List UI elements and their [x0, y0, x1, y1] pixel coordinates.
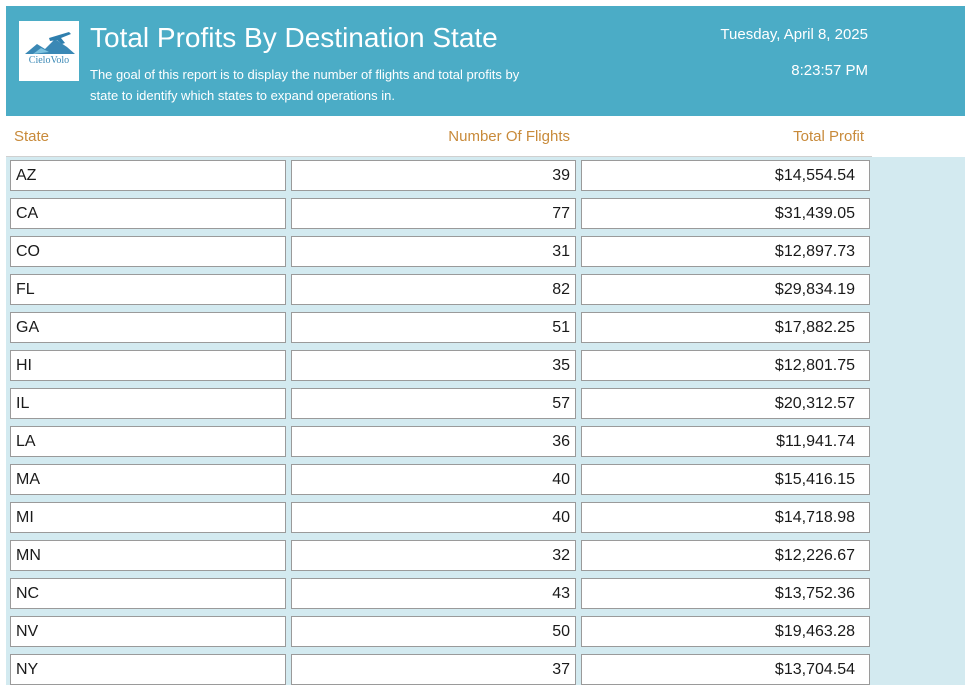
airplane-logo-icon [25, 32, 75, 54]
flights-cell[interactable]: 35 [291, 350, 576, 381]
table-row: NC 43 $13,752.36 [6, 575, 872, 613]
profit-cell[interactable]: $14,718.98 [581, 502, 870, 533]
flights-cell[interactable]: 40 [291, 502, 576, 533]
flights-cell[interactable]: 36 [291, 426, 576, 457]
profit-cell[interactable]: $14,554.54 [581, 160, 870, 191]
profit-cell[interactable]: $17,882.25 [581, 312, 870, 343]
report-detail-section: AZ 39 $14,554.54 CA 77 $31,439.05 CO 31 … [6, 157, 872, 685]
state-cell[interactable]: HI [10, 350, 286, 381]
state-cell[interactable]: NY [10, 654, 286, 685]
table-row: MN 32 $12,226.67 [6, 537, 872, 575]
logo: CieloVolo [19, 21, 79, 81]
flights-cell[interactable]: 37 [291, 654, 576, 685]
report-time: 8:23:57 PM [791, 62, 868, 79]
flights-cell[interactable]: 57 [291, 388, 576, 419]
table-row: NY 37 $13,704.54 [6, 651, 872, 685]
table-row: MI 40 $14,718.98 [6, 499, 872, 537]
column-header-state: State [14, 128, 50, 145]
flights-cell[interactable]: 77 [291, 198, 576, 229]
state-cell[interactable]: MI [10, 502, 286, 533]
flights-cell[interactable]: 31 [291, 236, 576, 267]
state-cell[interactable]: AZ [10, 160, 286, 191]
flights-cell[interactable]: 43 [291, 578, 576, 609]
state-cell[interactable]: NC [10, 578, 286, 609]
flights-cell[interactable]: 50 [291, 616, 576, 647]
report-date: Tuesday, April 8, 2025 [720, 26, 868, 43]
table-row: CO 31 $12,897.73 [6, 233, 872, 271]
table-row: NV 50 $19,463.28 [6, 613, 872, 651]
profit-cell[interactable]: $15,416.15 [581, 464, 870, 495]
state-cell[interactable]: FL [10, 274, 286, 305]
report-description: The goal of this report is to display th… [90, 67, 520, 103]
table-row: IL 57 $20,312.57 [6, 385, 872, 423]
state-cell[interactable]: MN [10, 540, 286, 571]
profit-cell[interactable]: $11,941.74 [581, 426, 870, 457]
state-cell[interactable]: IL [10, 388, 286, 419]
report-title: Total Profits By Destination State [90, 22, 498, 53]
flights-cell[interactable]: 82 [291, 274, 576, 305]
profit-cell[interactable]: $13,752.36 [581, 578, 870, 609]
flights-cell[interactable]: 51 [291, 312, 576, 343]
state-cell[interactable]: LA [10, 426, 286, 457]
column-header-number-of-flights: Number Of Flights [448, 128, 570, 145]
table-row: MA 40 $15,416.15 [6, 461, 872, 499]
table-row: GA 51 $17,882.25 [6, 309, 872, 347]
flights-cell[interactable]: 32 [291, 540, 576, 571]
state-cell[interactable]: NV [10, 616, 286, 647]
profit-cell[interactable]: $20,312.57 [581, 388, 870, 419]
profit-cell[interactable]: $13,704.54 [581, 654, 870, 685]
table-row: FL 82 $29,834.19 [6, 271, 872, 309]
profit-cell[interactable]: $29,834.19 [581, 274, 870, 305]
column-header-total-profit: Total Profit [793, 128, 864, 145]
table-row: CA 77 $31,439.05 [6, 195, 872, 233]
profit-cell[interactable]: $12,801.75 [581, 350, 870, 381]
table-row: HI 35 $12,801.75 [6, 347, 872, 385]
profit-cell[interactable]: $12,226.67 [581, 540, 870, 571]
state-cell[interactable]: GA [10, 312, 286, 343]
table-row: AZ 39 $14,554.54 [6, 157, 872, 195]
table-row: LA 36 $11,941.74 [6, 423, 872, 461]
logo-text: CieloVolo [28, 55, 70, 66]
report-header: CieloVolo Total Profits By Destination S… [6, 6, 965, 116]
state-cell[interactable]: CO [10, 236, 286, 267]
flights-cell[interactable]: 40 [291, 464, 576, 495]
state-cell[interactable]: MA [10, 464, 286, 495]
profit-cell[interactable]: $31,439.05 [581, 198, 870, 229]
report-margin-band [872, 157, 965, 685]
state-cell[interactable]: CA [10, 198, 286, 229]
profit-cell[interactable]: $19,463.28 [581, 616, 870, 647]
column-headers: State Number Of Flights Total Profit [6, 116, 872, 158]
profit-cell[interactable]: $12,897.73 [581, 236, 870, 267]
flights-cell[interactable]: 39 [291, 160, 576, 191]
